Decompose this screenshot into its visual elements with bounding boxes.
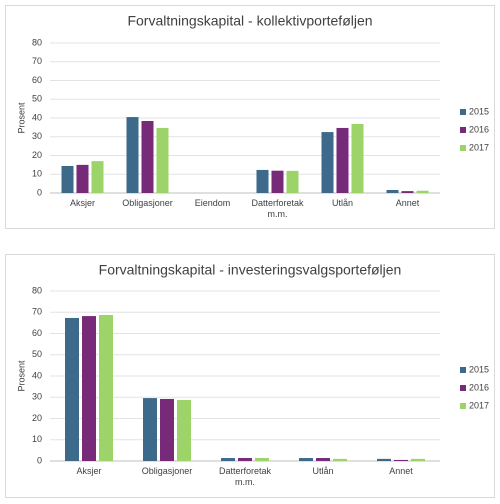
x-tick-label: Obligasjoner [141, 466, 193, 476]
x-tick-label: Aksjer [76, 466, 102, 476]
legend-swatch [460, 145, 466, 151]
legend-swatch [460, 403, 466, 409]
x-tick-label-box: Datterforetak m.m. [218, 466, 272, 487]
y-axis-title: Prosent [16, 360, 26, 392]
y-tick-label: 0 [37, 187, 42, 197]
y-axis-title: Prosent [16, 102, 26, 134]
x-tick-label-box: Obligasjoner [141, 466, 193, 476]
y-tick-label: 10 [32, 434, 42, 444]
bar [177, 400, 191, 461]
y-tick-label: 30 [32, 392, 42, 402]
x-tick-label: Datterforetak m.m. [251, 198, 304, 219]
bar [299, 458, 313, 461]
x-tick-label: Aksjer [69, 198, 95, 208]
y-tick-label: 40 [32, 370, 42, 380]
bar [377, 458, 391, 461]
bar [321, 132, 334, 193]
x-tick-label: Datterforetak m.m. [218, 466, 272, 487]
x-tick-label-box: Annet [395, 198, 420, 208]
legend-label: 2015 [469, 106, 489, 116]
bar [411, 458, 425, 461]
y-tick-label: 70 [32, 56, 42, 66]
x-tick-label-box: Aksjer [69, 198, 95, 208]
legend-swatch [460, 109, 466, 115]
x-tick-label: Annet [395, 198, 420, 208]
bar [416, 190, 429, 193]
y-tick-label: 0 [37, 455, 42, 465]
x-tick-label-box: Utlån [331, 198, 353, 208]
x-tick-label: Utlån [331, 198, 353, 208]
bar [386, 190, 399, 193]
x-tick-label-box: Obligasjoner [122, 198, 173, 208]
x-tick-label: Obligasjoner [122, 198, 173, 208]
legend-label: 2015 [469, 364, 489, 374]
y-tick-label: 80 [32, 285, 42, 295]
legend-swatch [460, 385, 466, 391]
bar [238, 458, 252, 461]
x-tick-label: Eiendom [194, 198, 231, 208]
y-tick-label: 10 [32, 169, 42, 179]
bar [401, 191, 414, 193]
y-tick-label: 60 [32, 75, 42, 85]
y-tick-label: 70 [32, 307, 42, 317]
y-tick-label: 20 [32, 413, 42, 423]
bar [156, 127, 169, 193]
bar [333, 458, 347, 461]
bar [82, 316, 96, 461]
bar [351, 124, 364, 193]
chart-title: Forvaltningskapital - kollektivportefølj… [127, 13, 372, 29]
bar [141, 121, 154, 193]
x-tick-label: Utlån [312, 466, 334, 476]
bar [99, 315, 113, 461]
bar [256, 169, 269, 193]
y-tick-label: 30 [32, 131, 42, 141]
legend-label: 2016 [469, 124, 489, 134]
chart-frame [5, 5, 495, 229]
bar [271, 170, 284, 193]
y-tick-label: 20 [32, 150, 42, 160]
bar [255, 458, 269, 461]
y-tick-label: 40 [32, 112, 42, 122]
bar [126, 117, 139, 193]
y-tick-label: 80 [32, 37, 42, 47]
x-tick-label-box: Utlån [312, 466, 334, 476]
x-tick-label-box: Datterforetak m.m. [251, 198, 304, 219]
legend-swatch [460, 127, 466, 133]
x-tick-label: Annet [389, 466, 413, 476]
x-tick-label-box: Aksjer [76, 466, 102, 476]
y-tick-label: 60 [32, 328, 42, 338]
bar [336, 127, 349, 193]
x-tick-label-box: Eiendom [194, 198, 231, 208]
bar [160, 398, 174, 461]
bar [61, 166, 74, 193]
bar [394, 459, 408, 461]
bar [143, 398, 157, 461]
legend-label: 2017 [469, 400, 489, 410]
y-tick-label: 50 [32, 349, 42, 359]
chart-title: Forvaltningskapital - investeringsvalgsp… [99, 262, 402, 278]
legend-label: 2016 [469, 382, 489, 392]
bar [286, 170, 299, 193]
bar [65, 317, 79, 461]
x-tick-label-box: Annet [389, 466, 413, 476]
bar [76, 164, 89, 193]
bar [91, 161, 104, 193]
bar [221, 458, 235, 461]
bar [316, 458, 330, 461]
legend-label: 2017 [469, 142, 489, 152]
y-tick-label: 50 [32, 94, 42, 104]
legend-swatch [460, 367, 466, 373]
